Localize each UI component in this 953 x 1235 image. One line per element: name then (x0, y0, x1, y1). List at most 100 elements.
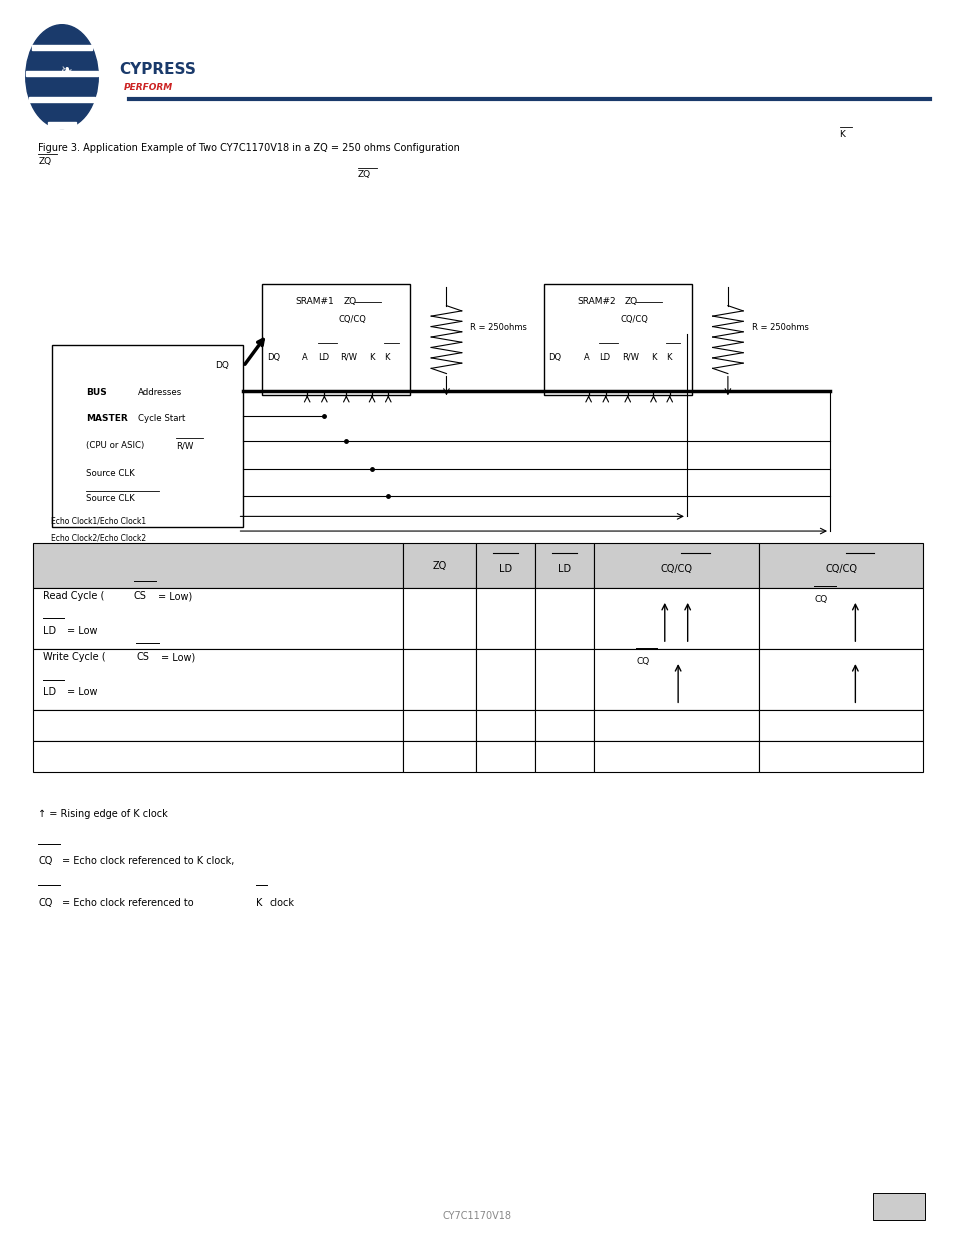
Text: K: K (369, 353, 375, 362)
Text: A: A (302, 353, 308, 362)
Bar (476, 710, 535, 741)
Text: clock: clock (270, 898, 294, 908)
Text: K: K (384, 353, 390, 362)
Text: PERFORM: PERFORM (124, 83, 173, 93)
Text: CS: CS (133, 592, 146, 601)
Bar (32, 44, 91, 51)
Text: R/W: R/W (621, 353, 639, 362)
Text: Cycle Start: Cycle Start (138, 414, 186, 424)
Text: = Low): = Low) (161, 652, 195, 662)
Text: ZQ: ZQ (432, 561, 446, 571)
Bar (33, 710, 403, 741)
Text: Addresses: Addresses (138, 389, 182, 398)
Bar (758, 710, 923, 741)
Text: LD: LD (317, 353, 329, 362)
Text: = Low: = Low (67, 687, 97, 697)
Text: ❧: ❧ (61, 63, 72, 78)
Text: R/W: R/W (176, 441, 193, 451)
Bar (543, 284, 691, 395)
Text: CQ: CQ (38, 856, 52, 866)
Text: = Low): = Low) (158, 592, 193, 601)
Bar (30, 96, 94, 103)
Bar (535, 710, 593, 741)
Bar (403, 741, 476, 772)
Text: CQ: CQ (636, 657, 649, 666)
Text: CY7C1170V18: CY7C1170V18 (442, 1212, 511, 1221)
Text: CQ/CQ: CQ/CQ (824, 564, 856, 574)
Text: Echo Clock2/Echo Clock2: Echo Clock2/Echo Clock2 (51, 534, 146, 542)
Text: = Low: = Low (67, 626, 97, 636)
Bar (49, 122, 75, 128)
Bar (476, 543, 535, 588)
Text: BUS: BUS (86, 389, 107, 398)
Text: Source CLK: Source CLK (86, 469, 134, 478)
Bar (535, 741, 593, 772)
Text: R = 250ohms: R = 250ohms (751, 322, 808, 332)
Text: CQ: CQ (38, 898, 52, 908)
Text: LD: LD (558, 564, 571, 574)
Bar (593, 543, 758, 588)
Bar (403, 650, 476, 710)
Text: DQ: DQ (548, 353, 561, 362)
Text: A: A (583, 353, 589, 362)
Text: DQ: DQ (214, 361, 229, 370)
Text: CQ/CQ: CQ/CQ (659, 564, 692, 574)
Bar (33, 650, 403, 710)
Text: ZQ: ZQ (343, 298, 356, 306)
Ellipse shape (26, 25, 98, 128)
Text: CQ/CQ: CQ/CQ (619, 315, 647, 324)
Bar (593, 710, 758, 741)
Bar (758, 741, 923, 772)
Text: DQ: DQ (267, 353, 280, 362)
Text: 9: 9 (894, 1202, 902, 1212)
Text: SRAM#2: SRAM#2 (577, 298, 615, 306)
Text: LD: LD (598, 353, 610, 362)
Text: ZQ: ZQ (357, 170, 371, 179)
Bar (403, 710, 476, 741)
Text: Source CLK: Source CLK (86, 494, 134, 504)
Bar (593, 650, 758, 710)
Bar (476, 650, 535, 710)
Bar (52, 345, 243, 527)
Text: CQ: CQ (814, 595, 826, 604)
Text: Write Cycle (: Write Cycle ( (43, 652, 106, 662)
Text: Read Cycle (: Read Cycle ( (43, 592, 104, 601)
Bar (593, 588, 758, 650)
Text: K: K (839, 130, 844, 138)
Bar (33, 543, 403, 588)
Text: R = 250ohms: R = 250ohms (470, 322, 527, 332)
Text: K: K (255, 898, 262, 908)
Text: K: K (665, 353, 671, 362)
Bar (593, 741, 758, 772)
Bar (535, 543, 593, 588)
Text: ZQ: ZQ (624, 298, 638, 306)
Text: ↑ = Rising edge of K clock: ↑ = Rising edge of K clock (38, 809, 168, 819)
Bar (535, 588, 593, 650)
Bar (872, 1193, 924, 1220)
Bar (33, 741, 403, 772)
Bar (476, 741, 535, 772)
Text: Figure 3. Application Example of Two CY7C1170V18 in a ZQ = 250 ohms Configuratio: Figure 3. Application Example of Two CY7… (38, 143, 459, 153)
Bar (26, 70, 98, 77)
Text: SRAM#1: SRAM#1 (295, 298, 335, 306)
Bar (758, 543, 923, 588)
Text: CYPRESS: CYPRESS (119, 62, 196, 77)
Text: ZQ: ZQ (38, 157, 51, 165)
Bar (535, 650, 593, 710)
Bar (476, 588, 535, 650)
Text: MASTER: MASTER (86, 414, 128, 424)
Text: LD: LD (498, 564, 512, 574)
Text: = Echo clock referenced to: = Echo clock referenced to (62, 898, 193, 908)
Text: CS: CS (136, 652, 149, 662)
Bar (758, 588, 923, 650)
Bar (33, 588, 403, 650)
Bar (403, 588, 476, 650)
Text: K: K (650, 353, 656, 362)
Bar (403, 543, 476, 588)
Bar (262, 284, 410, 395)
Text: Echo Clock1/Echo Clock1: Echo Clock1/Echo Clock1 (51, 516, 146, 525)
Text: = Echo clock referenced to K clock,: = Echo clock referenced to K clock, (62, 856, 234, 866)
Text: CQ/CQ: CQ/CQ (338, 315, 366, 324)
Text: R/W: R/W (340, 353, 357, 362)
Bar (758, 650, 923, 710)
